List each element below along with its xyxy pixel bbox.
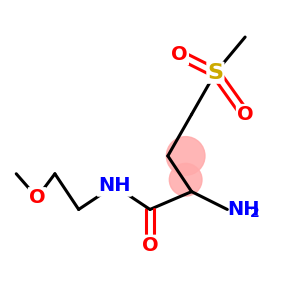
Text: O: O: [237, 105, 254, 124]
Text: NH: NH: [227, 200, 260, 219]
Circle shape: [169, 164, 202, 196]
Circle shape: [166, 136, 205, 175]
Text: O: O: [171, 45, 188, 64]
Text: O: O: [142, 236, 158, 255]
Text: 2: 2: [250, 206, 259, 220]
Text: O: O: [29, 188, 45, 207]
Text: S: S: [207, 63, 224, 83]
Text: NH: NH: [98, 176, 130, 195]
